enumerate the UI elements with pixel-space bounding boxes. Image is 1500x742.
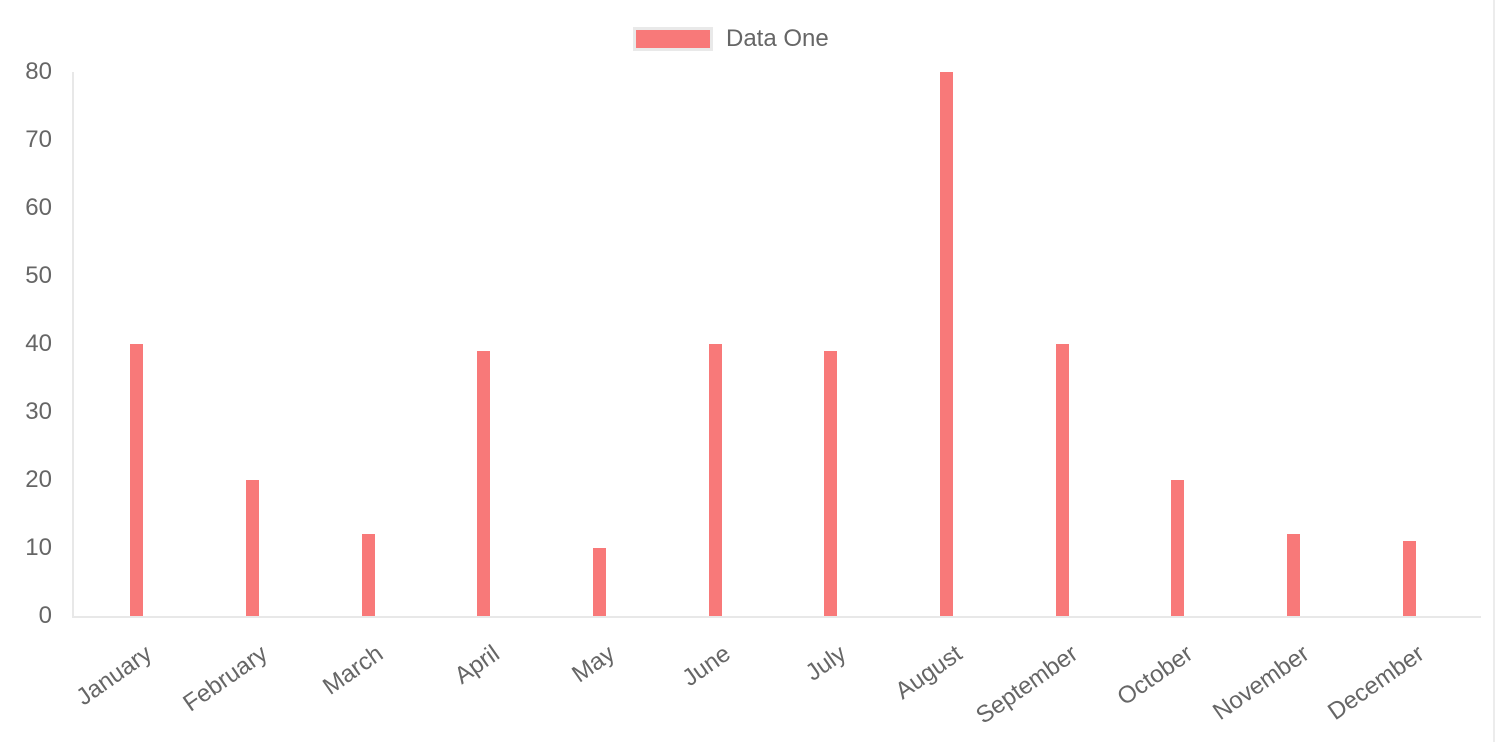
x-axis-label-december: December bbox=[1323, 640, 1430, 726]
y-tick-label-70: 70 bbox=[25, 126, 52, 153]
legend-item-data-one[interactable]: Data One bbox=[633, 24, 829, 54]
legend-swatch bbox=[633, 27, 713, 51]
y-tick-label-10: 10 bbox=[25, 534, 52, 561]
y-axis-line bbox=[72, 72, 74, 618]
bar-january[interactable] bbox=[130, 344, 144, 616]
bar-september[interactable] bbox=[1055, 344, 1069, 616]
x-axis-label-january: January bbox=[71, 640, 158, 712]
bar-may[interactable] bbox=[593, 548, 606, 616]
y-tick-label-80: 80 bbox=[25, 58, 52, 85]
bar-august[interactable] bbox=[940, 72, 953, 616]
y-tick-label-30: 30 bbox=[25, 398, 52, 425]
x-axis-label-june: June bbox=[677, 640, 736, 692]
x-axis-label-may: May bbox=[567, 640, 620, 689]
bar-june[interactable] bbox=[708, 344, 722, 616]
x-axis-label-march: March bbox=[318, 640, 389, 701]
x-axis-label-april: April bbox=[449, 640, 505, 690]
container-right-border bbox=[1493, 0, 1495, 742]
bar-december[interactable] bbox=[1402, 541, 1416, 616]
y-tick-label-40: 40 bbox=[25, 330, 52, 357]
bar-october[interactable] bbox=[1171, 480, 1185, 616]
bar-march[interactable] bbox=[361, 534, 375, 616]
y-tick-label-60: 60 bbox=[25, 194, 52, 221]
x-axis-label-july: July bbox=[800, 640, 852, 687]
bar-april[interactable] bbox=[477, 350, 491, 616]
y-tick-label-20: 20 bbox=[25, 466, 52, 493]
bar-july[interactable] bbox=[824, 350, 838, 616]
y-tick-label-0: 0 bbox=[38, 602, 52, 629]
x-axis-label-october: October bbox=[1112, 640, 1199, 712]
y-tick-label-50: 50 bbox=[25, 262, 52, 289]
x-axis-label-august: August bbox=[890, 640, 967, 705]
legend-label: Data One bbox=[726, 25, 829, 52]
x-axis-label-september: September bbox=[970, 640, 1083, 730]
bar-february[interactable] bbox=[246, 480, 259, 616]
x-axis-label-november: November bbox=[1207, 640, 1314, 726]
legend: Data One bbox=[633, 24, 829, 54]
x-axis-label-february: February bbox=[178, 640, 273, 718]
bar-november[interactable] bbox=[1287, 534, 1300, 616]
x-axis-line bbox=[72, 616, 1481, 618]
